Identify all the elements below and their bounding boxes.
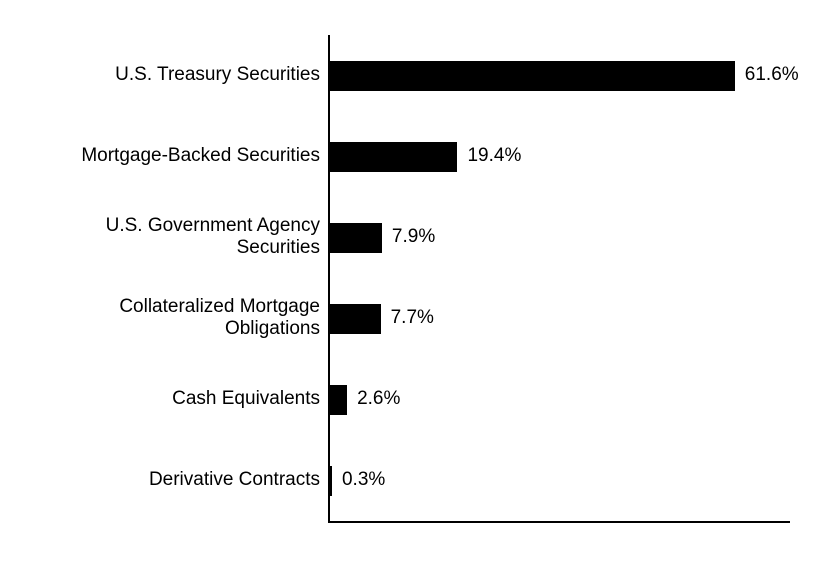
category-label: U.S. Government AgencySecurities — [60, 215, 320, 261]
value-label: 19.4% — [467, 145, 521, 167]
category-label: Mortgage-Backed Securities — [60, 145, 320, 168]
bar — [330, 61, 735, 91]
chart-row: Cash Equivalents 2.6% — [0, 359, 828, 440]
category-label: Derivative Contracts — [60, 469, 320, 492]
category-label: Collateralized MortgageObligations — [60, 296, 320, 342]
chart-row: Mortgage-Backed Securities 19.4% — [0, 116, 828, 197]
bar — [330, 223, 382, 253]
y-axis — [328, 35, 330, 521]
allocation-bar-chart: U.S. Treasury Securities 61.6% Mortgage-Ba… — [0, 0, 828, 564]
chart-row: U.S. Treasury Securities 61.6% — [0, 35, 828, 116]
chart-row: Derivative Contracts 0.3% — [0, 440, 828, 521]
bar — [330, 466, 332, 496]
category-label: Cash Equivalents — [60, 388, 320, 411]
chart-row: U.S. Government AgencySecurities 7.9% — [0, 197, 828, 278]
bar — [330, 304, 381, 334]
value-label: 7.7% — [391, 307, 434, 329]
value-label: 2.6% — [357, 388, 400, 410]
chart-row: Collateralized MortgageObligations 7.7% — [0, 278, 828, 359]
value-label: 61.6% — [745, 64, 799, 86]
bar — [330, 385, 347, 415]
value-label: 0.3% — [342, 469, 385, 491]
value-label: 7.9% — [392, 226, 435, 248]
category-label: U.S. Treasury Securities — [60, 64, 320, 87]
x-axis — [328, 521, 790, 523]
bar — [330, 142, 457, 172]
